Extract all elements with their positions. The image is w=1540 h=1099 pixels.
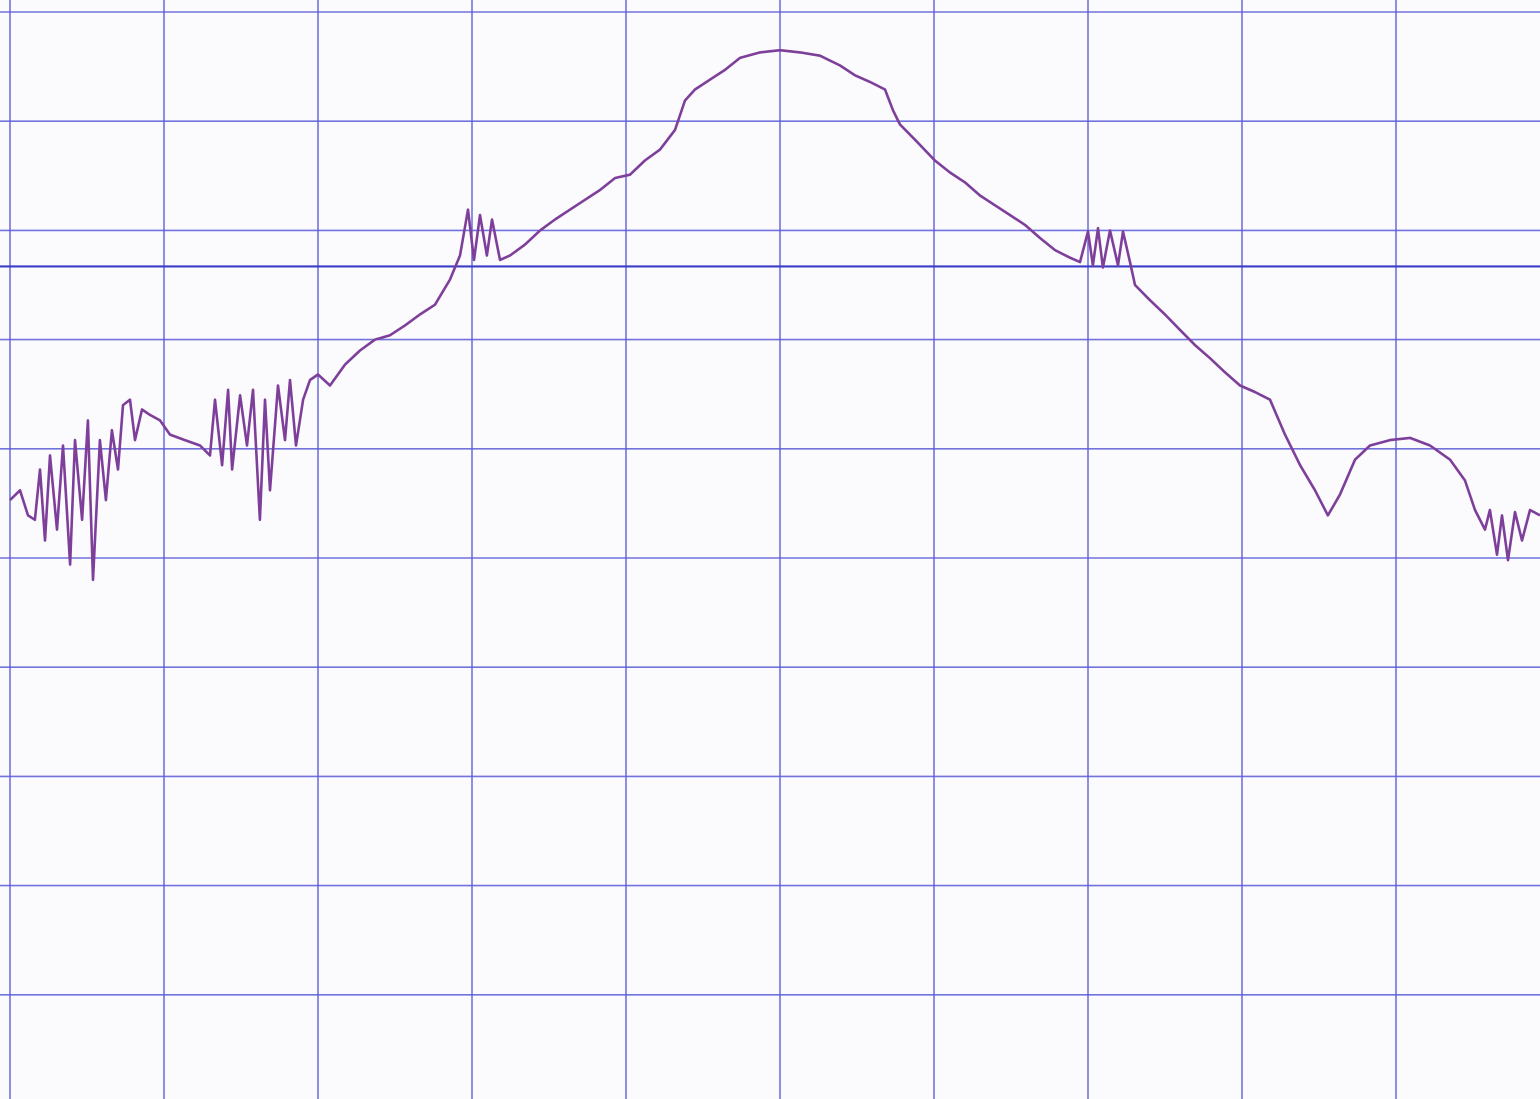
- trace-line: [9, 48, 1540, 582]
